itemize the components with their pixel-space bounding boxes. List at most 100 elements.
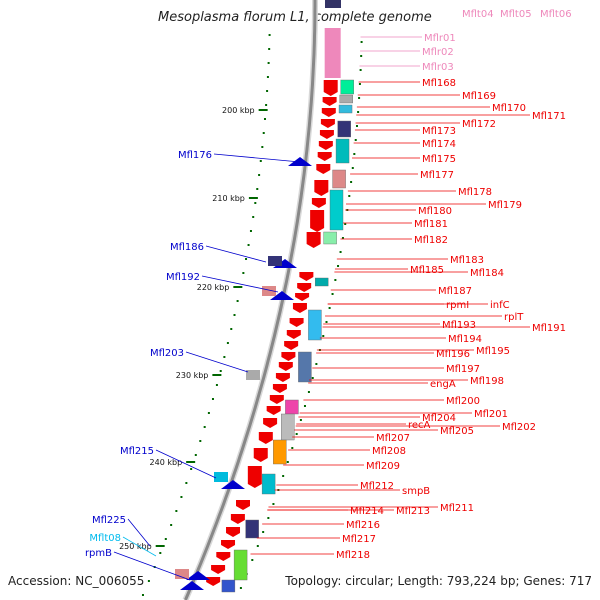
forward-gene-arrow [278,362,293,371]
summary-text: Topology: circular; Length: 793,224 bp; … [285,574,592,588]
gene-label-mfl200: Mfl200 [446,396,480,407]
scale-tick-label: 200 kbp [222,106,255,115]
protein-domain-box [314,277,329,287]
minor-tick [360,55,363,57]
label-leader-line [185,351,249,373]
minor-tick [203,426,206,428]
protein-domain-box [338,104,353,114]
forward-gene-arrow [230,514,245,524]
protein-domain-box [332,169,346,189]
minor-tick [170,524,173,526]
minor-tick [207,412,210,414]
protein-domain-box [281,413,295,441]
gene-label-mfl216: Mfl216 [346,520,380,531]
gene-label-mfl194: Mfl194 [448,334,482,345]
gene-label-rpmi: rpmI [446,300,469,311]
forward-gene-arrow [286,330,301,339]
forward-gene-arrow [289,318,304,327]
label-leader-line [213,153,301,163]
minor-tick [262,132,265,134]
forward-gene-arrow [221,540,236,549]
gene-label-mflr03: Mflr03 [422,62,454,73]
minor-tick [353,153,356,155]
protein-domain-box [285,399,299,415]
gene-label-mfl181: Mfl181 [414,219,448,230]
minor-tick [245,258,248,260]
minor-tick [344,223,347,225]
gene-label-mfl173: Mfl173 [422,126,456,137]
minor-tick [226,342,229,344]
gene-label-mfl215: Mfl215 [120,446,154,457]
minor-tick [350,181,353,183]
scale-tick-label: 240 kbp [150,458,183,467]
gene-label-mfl195: Mfl195 [476,346,510,357]
label-leader-line [127,518,151,547]
gene-label-mfl211: Mfl211 [440,503,474,514]
minor-tick [147,580,150,582]
gene-label-mfl205: Mfl205 [440,426,474,437]
minor-tick [357,111,360,113]
gene-label-mfl174: Mfl174 [422,139,456,150]
forward-gene-arrow [272,384,287,393]
gene-label-mfl198: Mfl198 [470,376,504,387]
gene-label-mflt06: Mflt06 [540,9,572,20]
forward-gene-arrow [295,293,310,301]
protein-domain-box [245,519,259,539]
minor-tick [233,314,236,316]
gene-label-mfl209: Mfl209 [366,461,400,472]
gene-label-rplt: rplT [504,312,524,323]
gene-label-mfl183: Mfl183 [450,255,484,266]
genome-title: Mesoplasma florum L1, complete genome [158,10,432,25]
minor-tick [360,41,363,43]
minor-tick [268,48,271,50]
minor-tick [303,405,306,407]
forward-gene-arrow [323,80,338,96]
gene-label-reca: recA [408,420,431,431]
label-leader-line [205,245,267,263]
minor-tick [251,559,254,561]
gene-label-rpmb: rpmB [85,548,112,559]
scale-tick-label: 230 kbp [176,371,209,380]
gene-label-mfl193: Mfl193 [442,320,476,331]
minor-tick [252,216,255,218]
minor-tick [328,307,331,309]
scale-tick-label: 210 kbp [212,194,245,203]
gene-label-mfl168: Mfl168 [422,78,456,89]
forward-gene-arrow [322,97,337,106]
reverse-domain-box [214,472,228,482]
minor-tick [358,83,361,85]
protein-domain-box [340,79,354,95]
minor-tick [249,230,252,232]
protein-domain-box [233,549,248,581]
protein-domain-box [337,120,351,138]
label-leader-line [122,536,157,557]
minor-tick [348,195,351,197]
accession-text: Accession: NC_006055 [8,574,145,588]
minor-tick [239,587,242,589]
minor-tick [247,244,250,246]
forward-gene-arrow [292,303,307,313]
minor-tick [291,447,294,449]
forward-gene-arrow [263,418,278,428]
minor-tick [339,251,342,253]
gene-label-infc: infC [490,300,510,311]
label-leader-line [113,551,191,581]
reverse-domain-box [246,370,260,380]
minor-tick [190,468,193,470]
gene-label-mfl172: Mfl172 [462,119,496,130]
gene-label-mfl179: Mfl179 [488,200,522,211]
minor-tick [266,76,269,78]
forward-gene-arrow [236,500,250,510]
forward-gene-arrow [247,466,262,488]
gene-label-mfl182: Mfl182 [414,235,448,246]
gene-label-smpb: smpB [402,486,430,497]
minor-tick [272,503,275,505]
protein-domain-box [329,189,344,231]
gene-label-mfl171: Mfl171 [532,111,566,122]
reverse-gene-arrow [221,480,245,489]
scale-tick-label: 250 kbp [119,542,152,551]
minor-tick [299,419,302,421]
gene-label-mfl201: Mfl201 [474,409,508,420]
gene-label-mfl212: Mfl212 [360,481,394,492]
minor-tick [266,90,269,92]
